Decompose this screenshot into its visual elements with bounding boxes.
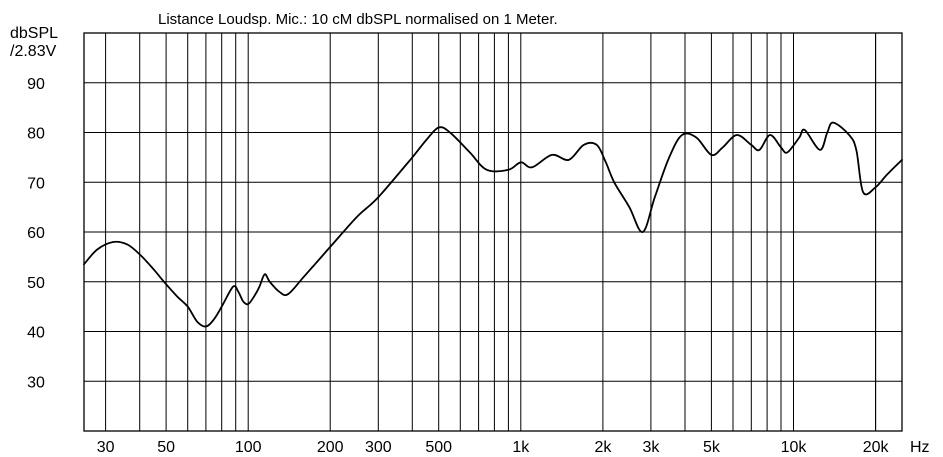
x-tick-label: 50 xyxy=(157,439,175,456)
x-tick-label: 10k xyxy=(781,439,808,456)
series-line-response xyxy=(83,121,903,328)
horizontal-grid-lines xyxy=(84,82,902,382)
y-tick-label: 50 xyxy=(27,275,45,292)
x-axis-unit: Hz xyxy=(910,439,930,456)
x-tick-labels: 30 50 100 200 300 500 1k 2k 3k 5k 10k 20k xyxy=(97,439,890,456)
x-tick-label: 20k xyxy=(863,439,890,456)
x-tick-label: 300 xyxy=(365,439,392,456)
y-tick-labels: 30 40 50 60 70 80 90 xyxy=(27,76,45,391)
y-tick-label: 80 xyxy=(27,126,45,143)
x-tick-label: 100 xyxy=(235,439,262,456)
plot-frame xyxy=(83,32,903,432)
x-tick-label: 500 xyxy=(425,439,452,456)
x-tick-label: 2k xyxy=(594,439,612,456)
x-tick-label: 30 xyxy=(97,439,115,456)
x-tick-label: 3k xyxy=(642,439,660,456)
y-tick-label: 30 xyxy=(27,374,45,391)
chart-title: Listance Loudsp. Mic.: 10 cM dbSPL norma… xyxy=(158,11,558,28)
x-tick-label: 1k xyxy=(512,439,530,456)
y-axis-label-line2: /2.83V xyxy=(10,43,57,60)
x-tick-label: 5k xyxy=(703,439,721,456)
x-tick-label: 200 xyxy=(317,439,344,456)
y-axis-label-line1: dbSPL xyxy=(10,25,58,42)
y-tick-label: 40 xyxy=(27,325,45,342)
y-tick-label: 60 xyxy=(27,225,45,242)
y-tick-label: 70 xyxy=(27,175,45,192)
y-tick-label: 90 xyxy=(27,76,45,93)
